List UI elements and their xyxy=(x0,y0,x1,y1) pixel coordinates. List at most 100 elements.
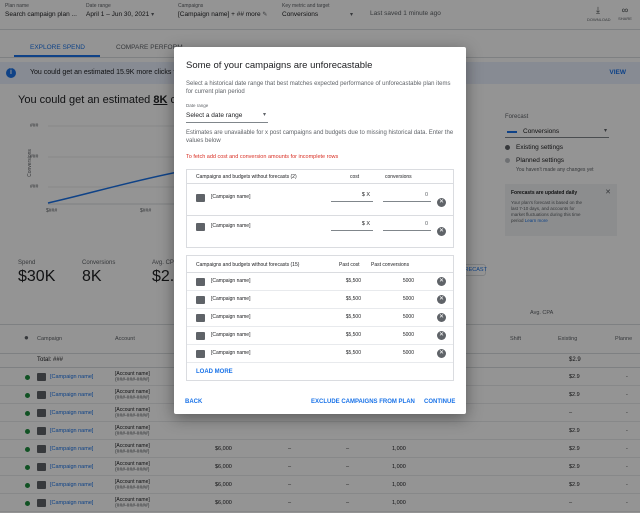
col-existing[interactable]: Existing xyxy=(558,336,578,342)
conversions-cell: 1,000 xyxy=(392,482,406,488)
dash-cell: – xyxy=(288,482,292,488)
last-saved-text: Last saved 1 minute ago xyxy=(370,10,441,17)
account-cell: [Account name] (###-###-####) xyxy=(115,371,150,383)
campaign-link[interactable]: [Campaign name] xyxy=(50,482,94,488)
forecast-metric-value: Conversions xyxy=(523,128,560,135)
dash-cell: – xyxy=(288,500,292,506)
campaign-link[interactable]: [Campaign name] xyxy=(50,374,94,380)
total-cpa: $2.9 xyxy=(569,357,581,363)
planned-cpa-cell: - xyxy=(626,500,628,506)
status-dot xyxy=(25,501,30,506)
campaign-name: [Campaign name] xyxy=(211,194,251,200)
col-planned[interactable]: Planne xyxy=(615,336,633,342)
col-cost: cost xyxy=(350,174,360,180)
historical-row: [Campaign name] $5,500 5000 ✕ xyxy=(187,273,453,291)
top-bar: Plan name Search campaign plan ... Date … xyxy=(0,0,640,30)
forecast-metric-select[interactable]: Conversions ▾ xyxy=(505,126,609,138)
legend-label: Existing settings xyxy=(516,144,563,151)
kpi-value: $30K xyxy=(18,268,56,285)
existing-cpa-cell: – xyxy=(569,500,573,506)
avg-cpa-group-header: Avg. CPA xyxy=(530,310,554,316)
date-range-field[interactable]: Date range April 1 – Jun 30, 2021 ▾ xyxy=(86,3,154,18)
remove-row-icon[interactable]: ✕ xyxy=(437,198,446,207)
campaign-link[interactable]: [Campaign name] xyxy=(50,500,94,506)
account-cell: [Account name] (###-###-####) xyxy=(115,461,150,473)
download-icon: ⤓ xyxy=(596,5,600,15)
campaign-link[interactable]: [Campaign name] xyxy=(50,410,94,416)
remove-row-icon[interactable]: ✕ xyxy=(437,295,446,304)
legend-label: Planned settings xyxy=(516,157,565,164)
existing-cpa-cell: $2.9 xyxy=(569,482,580,488)
date-range-value: April 1 – Jun 30, 2021 xyxy=(86,11,150,18)
plan-name-field[interactable]: Plan name Search campaign plan ... xyxy=(5,3,77,18)
campaign-search-icon xyxy=(196,332,205,340)
campaign-link[interactable]: [Campaign name] xyxy=(50,428,94,434)
remove-row-icon[interactable]: ✕ xyxy=(437,349,446,358)
campaign-link[interactable]: [Campaign name] xyxy=(50,446,94,452)
campaign-search-icon xyxy=(37,427,46,435)
conversions-input[interactable]: 0 xyxy=(383,190,431,202)
col-shift[interactable]: Shift xyxy=(510,336,522,342)
chart-y-tick: ### xyxy=(30,184,39,190)
date-range-select[interactable]: Date range Select a date range ▾ xyxy=(186,103,268,123)
tab-explore-spend[interactable]: EXPLORE SPEND xyxy=(30,44,85,51)
remove-row-icon[interactable]: ✕ xyxy=(437,277,446,286)
date-range-select-value: Select a date range xyxy=(186,112,243,119)
headline-prefix: You could get an estimated xyxy=(18,94,151,106)
date-range-label: Date range xyxy=(86,3,111,9)
load-more-button[interactable]: LOAD MORE xyxy=(196,369,233,375)
continue-button[interactable]: CONTINUE xyxy=(424,399,456,405)
kpi-conversions: Conversions 8K xyxy=(82,260,115,286)
close-icon[interactable]: ✕ xyxy=(605,189,611,196)
campaign-search-icon xyxy=(37,499,46,507)
conversions-cell: 1,000 xyxy=(392,464,406,470)
cost-input[interactable]: $ X xyxy=(331,190,373,202)
kpi-value: 8K xyxy=(82,268,102,285)
status-dot xyxy=(25,411,30,416)
table-row[interactable]: [Campaign name] [Account name](###-###-##… xyxy=(0,440,640,458)
table-row[interactable]: [Campaign name] [Account name](###-###-##… xyxy=(0,494,640,512)
unforecastable-campaigns-dialog: Some of your campaigns are unforecastabl… xyxy=(174,47,466,414)
conversions-input[interactable]: 0 xyxy=(383,219,431,231)
campaign-search-icon xyxy=(196,223,205,231)
dash-cell: – xyxy=(288,464,292,470)
forecast-chart: Conversions ### ### ### $### $### xyxy=(18,112,178,222)
campaign-search-icon xyxy=(196,350,205,358)
exclude-campaigns-button[interactable]: EXCLUDE CAMPAIGNS FROM PLAN xyxy=(311,399,415,405)
table-row[interactable]: [Campaign name] [Account name](###-###-##… xyxy=(0,422,640,440)
campaign-link[interactable]: [Campaign name] xyxy=(50,392,94,398)
banner-text: You could get an estimated 15.9K more cl… xyxy=(30,69,182,76)
campaign-name: [Campaign name] xyxy=(211,296,251,302)
remove-row-icon[interactable]: ✕ xyxy=(437,331,446,340)
cost-input[interactable]: $ X xyxy=(331,219,373,231)
share-button[interactable]: ∞ SHARE xyxy=(614,5,636,21)
campaign-search-icon xyxy=(37,391,46,399)
campaign-search-icon xyxy=(37,481,46,489)
view-button[interactable]: VIEW xyxy=(609,69,626,76)
remove-row-icon[interactable]: ✕ xyxy=(437,227,446,236)
existing-cpa-cell: $2.9 xyxy=(569,464,580,470)
planned-cpa-cell: - xyxy=(626,374,628,380)
status-dot xyxy=(25,393,30,398)
status-dot xyxy=(25,447,30,452)
col-account[interactable]: Account xyxy=(115,336,135,342)
manual-entry-row: [Campaign name] $ X 0 ✕ xyxy=(187,215,453,246)
campaigns-field[interactable]: Campaigns [Campaign name] + ## more ✎ xyxy=(178,3,267,18)
historical-table-header: Campaigns and budgets without forecasts … xyxy=(187,256,453,273)
col-campaign[interactable]: Campaign xyxy=(37,336,63,342)
tab-compare-performance[interactable]: COMPARE PERFORM... xyxy=(116,44,189,51)
edit-icon[interactable]: ✎ xyxy=(262,12,268,18)
existing-cpa-cell: $2.9 xyxy=(569,392,580,398)
manual-entry-table-header: Campaigns and budgets without forecasts … xyxy=(187,170,453,184)
select-all-dot[interactable]: ● xyxy=(24,333,29,342)
series-line-swatch xyxy=(507,131,517,133)
table-row[interactable]: [Campaign name] [Account name](###-###-##… xyxy=(0,476,640,494)
table-row[interactable]: [Campaign name] [Account name](###-###-##… xyxy=(0,458,640,476)
remove-row-icon[interactable]: ✕ xyxy=(437,313,446,322)
campaign-link[interactable]: [Campaign name] xyxy=(50,464,94,470)
table-row[interactable]: [Campaign name] [Account name](###-###-##… xyxy=(0,404,640,422)
learn-more-link[interactable]: Learn more xyxy=(524,218,548,223)
key-metric-field[interactable]: Key metric and target Conversions ▾ xyxy=(282,3,353,18)
download-button[interactable]: ⤓ DOWNLOAD xyxy=(587,5,611,22)
back-button[interactable]: BACK xyxy=(185,399,203,405)
